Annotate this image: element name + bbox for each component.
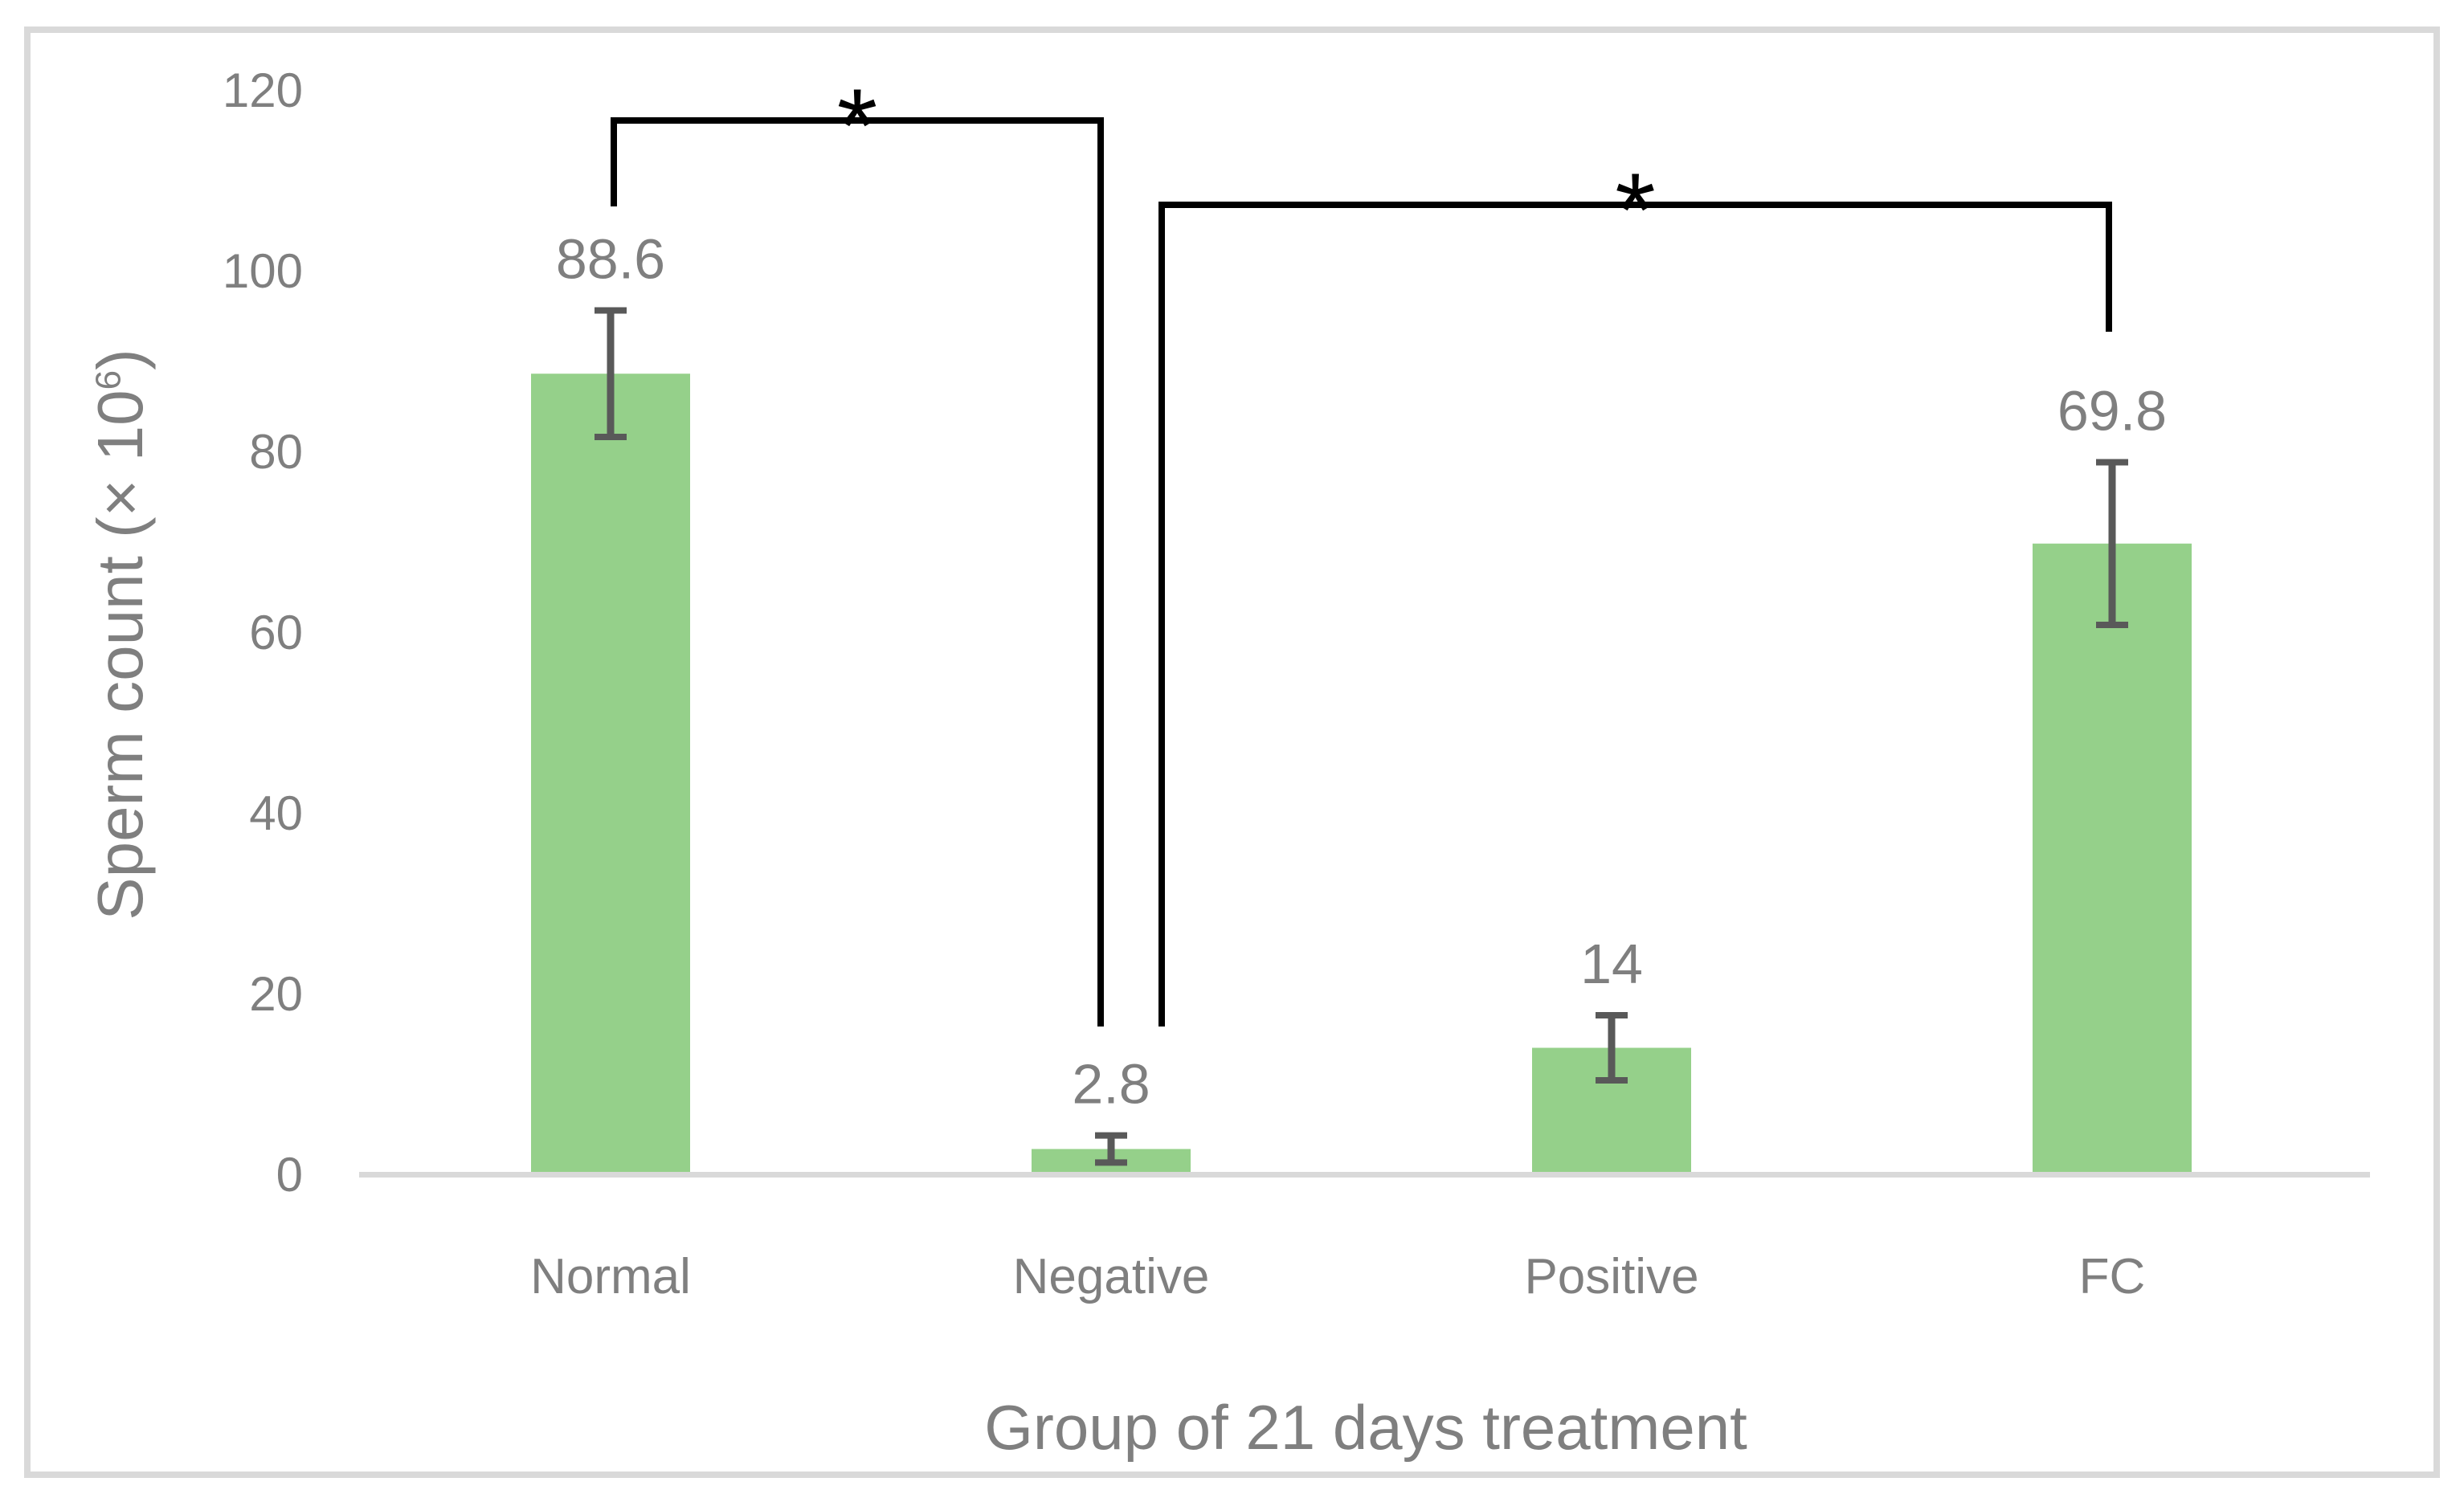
error-bar-line (607, 310, 615, 437)
y-axis-title-text: Sperm count (× 10 (84, 390, 156, 920)
y-tick-label: 60 (249, 606, 303, 659)
y-tick-label: 100 (223, 244, 303, 298)
y-tick-label: 120 (223, 63, 303, 117)
significance-bracket-left-drop (1158, 202, 1165, 1027)
y-tick-label: 40 (249, 786, 303, 840)
y-axis-title: Sperm count (× 106) (84, 233, 156, 1036)
significance-bracket-horizontal (1158, 202, 2112, 208)
significance-bracket-horizontal (611, 117, 1104, 124)
error-bar-line (1608, 1015, 1616, 1080)
error-bar-line (1107, 1135, 1115, 1163)
y-axis-title-superscript: 6 (88, 369, 129, 390)
significance-bracket-right-drop (2106, 202, 2112, 332)
y-axis-title-close: ) (84, 349, 156, 370)
bar-normal (531, 373, 690, 1172)
error-bar-top-cap (1095, 1132, 1127, 1139)
error-bar-bottom-cap (1095, 1159, 1127, 1166)
significance-asterisk: * (1615, 151, 1656, 268)
significance-bracket-left-drop (611, 117, 617, 206)
significance-asterisk: * (837, 67, 878, 184)
x-category-label: FC (2079, 1249, 2146, 1304)
data-label: 2.8 (1072, 1053, 1150, 1116)
data-label: 69.8 (2057, 380, 2167, 443)
significance-bracket-right-drop (1097, 117, 1104, 1027)
data-label: 88.6 (556, 228, 665, 291)
x-axis-title: Group of 21 days treatment (984, 1392, 1747, 1463)
y-tick-label: 80 (249, 425, 303, 479)
bar-fc (2033, 543, 2192, 1172)
x-category-label: Normal (530, 1249, 691, 1304)
y-tick-label: 20 (249, 967, 303, 1021)
error-bar-line (2108, 462, 2116, 625)
error-bar-top-cap (1596, 1012, 1628, 1018)
x-axis-line (359, 1172, 2370, 1178)
x-category-label: Positive (1524, 1249, 1698, 1304)
error-bar-bottom-cap (1596, 1077, 1628, 1084)
data-label: 14 (1580, 933, 1643, 995)
y-tick-label: 0 (276, 1148, 303, 1202)
error-bar-top-cap (2096, 459, 2128, 466)
error-bar-top-cap (595, 307, 627, 314)
x-category-label: Negative (1013, 1249, 1210, 1304)
error-bar-bottom-cap (2096, 622, 2128, 628)
error-bar-bottom-cap (595, 434, 627, 440)
